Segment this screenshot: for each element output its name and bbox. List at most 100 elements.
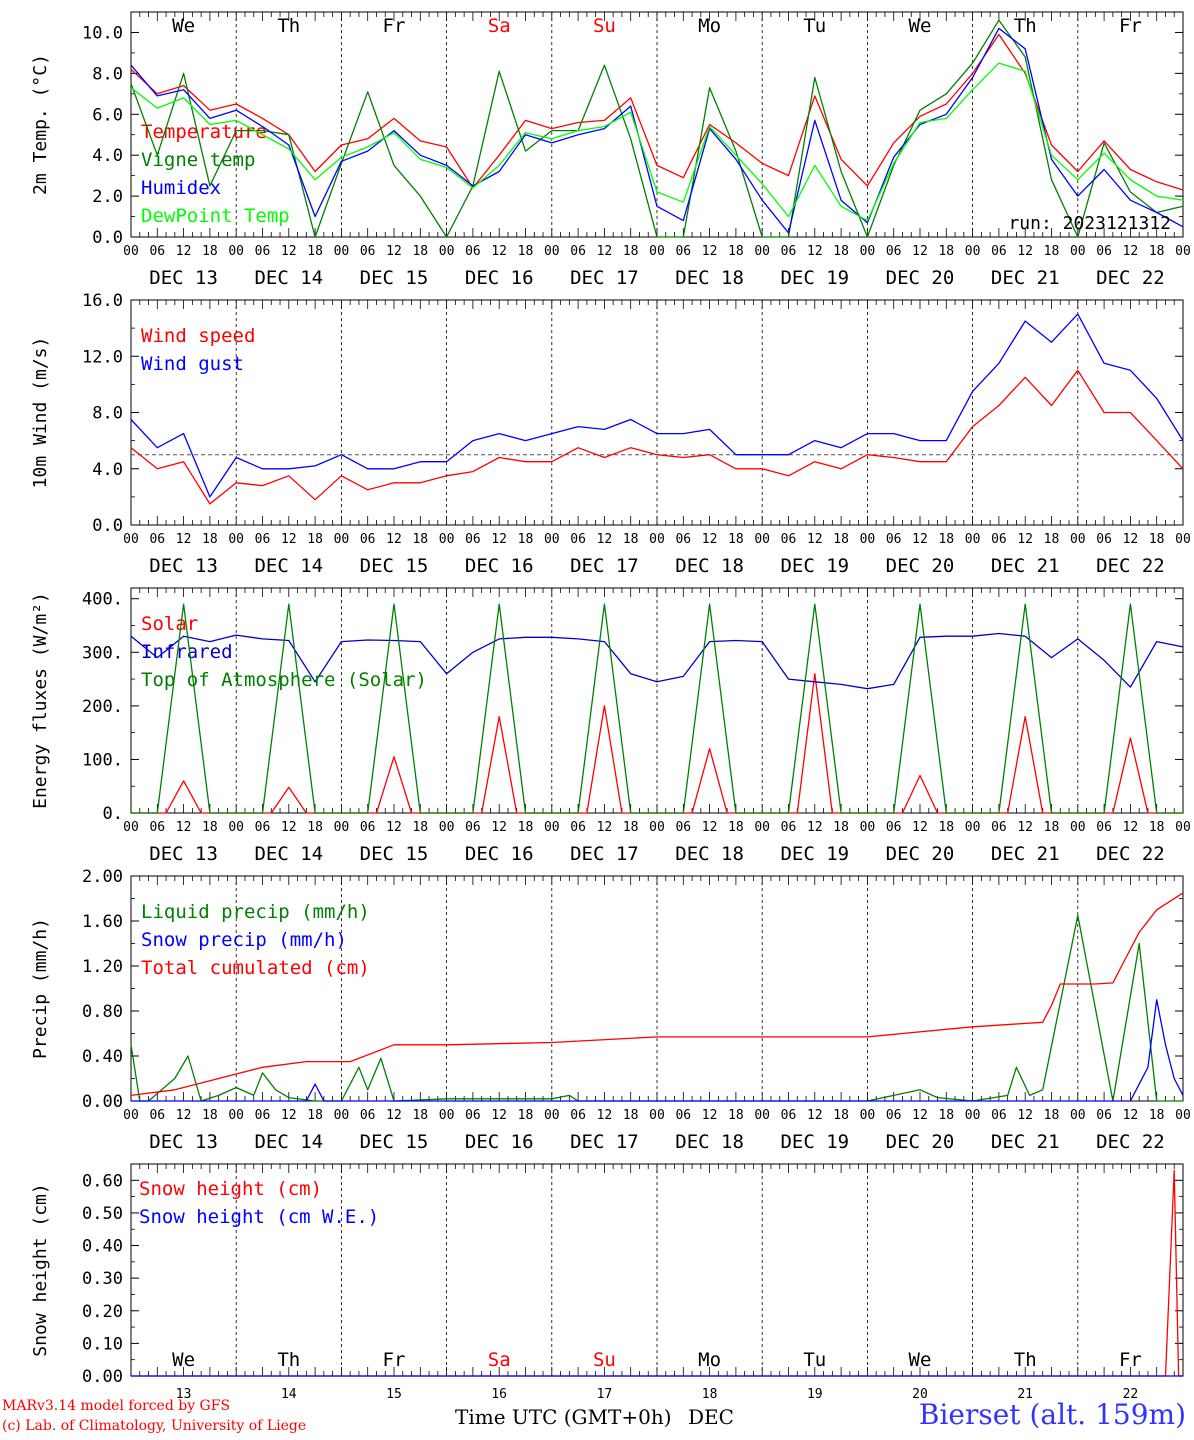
y-tick-label: 0.10 (82, 1334, 123, 1354)
x-hour-label: 06 (465, 244, 481, 259)
x-hour-label: 06 (149, 820, 165, 835)
x-hour-label: 18 (1044, 1108, 1060, 1123)
x-hour-label: 06 (991, 1108, 1007, 1123)
x-hour-label: 00 (334, 1108, 350, 1123)
x-hour-label: 00 (1175, 820, 1191, 835)
x-hour-label: 06 (1096, 532, 1112, 547)
x-hour-label: 06 (255, 532, 271, 547)
x-hour-label: 00 (228, 1108, 244, 1123)
x-date-label: DEC 14 (254, 555, 323, 577)
y-tick-label: 4.0 (92, 460, 123, 480)
x-hour-label: 12 (491, 820, 507, 835)
legend-entry: Wind gust (141, 353, 244, 375)
y-axis-title: 2m Temp. (°C) (30, 54, 51, 195)
x-date-label: DEC 19 (780, 555, 849, 577)
x-day-number: 14 (281, 1387, 297, 1402)
x-hour-label: 06 (149, 244, 165, 259)
x-hour-label: 06 (991, 820, 1007, 835)
x-date-label: DEC 20 (886, 555, 955, 577)
x-hour-label: 18 (1044, 532, 1060, 547)
x-hour-label: 06 (991, 532, 1007, 547)
x-hour-label: 18 (307, 532, 323, 547)
x-hour-label: 12 (491, 1108, 507, 1123)
x-hour-label: 06 (675, 532, 691, 547)
x-hour-label: 12 (807, 244, 823, 259)
model-credit-line2: (c) Lab. of Climatology, University of L… (2, 1418, 307, 1434)
x-hour-label: 00 (123, 1108, 139, 1123)
x-hour-label: 00 (439, 532, 455, 547)
y-tick-label: 2.00 (82, 867, 123, 887)
x-hour-label: 18 (938, 532, 954, 547)
x-hour-label: 18 (623, 1108, 639, 1123)
x-hour-label: 06 (886, 820, 902, 835)
y-tick-label: 2.0 (92, 187, 123, 207)
x-date-label: DEC 13 (149, 267, 218, 289)
y-tick-label: 0.0 (92, 516, 123, 536)
x-day-number: 16 (491, 1387, 507, 1402)
x-hour-label: 00 (544, 820, 560, 835)
x-hour-label: 06 (255, 820, 271, 835)
x-hour-label: 06 (886, 532, 902, 547)
x-hour-label: 06 (465, 820, 481, 835)
x-hour-label: 06 (675, 1108, 691, 1123)
run-annotation: run: 2023121312 (1008, 213, 1171, 234)
x-hour-label: 00 (860, 244, 876, 259)
x-hour-label: 00 (649, 1108, 665, 1123)
y-tick-label: 0.20 (82, 1302, 123, 1322)
x-hour-label: 12 (702, 244, 718, 259)
weekday-label: Th (277, 15, 300, 37)
x-hour-label: 06 (1096, 820, 1112, 835)
x-hour-label: 00 (228, 244, 244, 259)
x-hour-label: 00 (649, 244, 665, 259)
x-day-number: 21 (1017, 1387, 1033, 1402)
x-date-label: DEC 18 (675, 1131, 744, 1153)
x-date-label: DEC 21 (991, 1131, 1060, 1153)
weekday-label: We (172, 1349, 195, 1371)
x-hour-label: 12 (176, 820, 192, 835)
x-hour-label: 00 (1175, 244, 1191, 259)
x-hour-label: 06 (465, 532, 481, 547)
x-date-label: DEC 20 (886, 1131, 955, 1153)
x-hour-label: 18 (518, 820, 534, 835)
x-hour-label: 00 (965, 820, 981, 835)
weekday-label: Th (1014, 15, 1037, 37)
month-label: DEC (688, 1405, 734, 1429)
x-hour-label: 00 (754, 532, 770, 547)
x-day-number: 22 (1123, 1387, 1139, 1402)
x-hour-label: 12 (1017, 820, 1033, 835)
x-hour-label: 12 (807, 1108, 823, 1123)
x-hour-label: 18 (728, 820, 744, 835)
x-date-label: DEC 16 (465, 555, 534, 577)
x-date-label: DEC 19 (780, 843, 849, 865)
weekday-label: We (909, 15, 932, 37)
x-hour-label: 06 (465, 1108, 481, 1123)
x-hour-label: 12 (912, 1108, 928, 1123)
y-tick-label: 0.40 (82, 1047, 123, 1067)
weekday-label: Sa (488, 1349, 511, 1371)
y-tick-label: 0.50 (82, 1204, 123, 1224)
weekday-label: Fr (1119, 1349, 1142, 1371)
x-day-number: 18 (702, 1387, 718, 1402)
x-hour-label: 12 (702, 1108, 718, 1123)
x-hour-label: 18 (1149, 1108, 1165, 1123)
x-date-label: DEC 18 (675, 267, 744, 289)
x-hour-label: 18 (1149, 244, 1165, 259)
x-hour-label: 00 (1175, 1108, 1191, 1123)
weekday-label: Tu (803, 15, 826, 37)
x-hour-label: 12 (491, 244, 507, 259)
weekday-label: Mo (698, 1349, 721, 1371)
panel-2-frame (130, 299, 1184, 526)
x-hour-label: 00 (439, 244, 455, 259)
y-axis-title: 10m Wind (m/s) (30, 337, 51, 489)
legend-entry: Infrared (141, 641, 233, 663)
x-hour-label: 00 (544, 244, 560, 259)
x-date-label: DEC 15 (360, 267, 429, 289)
y-tick-label: 16.0 (82, 291, 123, 311)
x-hour-label: 18 (412, 532, 428, 547)
y-tick-label: 400. (82, 590, 123, 610)
x-hour-label: 18 (623, 532, 639, 547)
weekday-label: Th (277, 1349, 300, 1371)
series-line-temperature (130, 33, 1184, 191)
weekday-label: Th (1014, 1349, 1037, 1371)
legend-entry: Vigne temp (141, 149, 255, 171)
